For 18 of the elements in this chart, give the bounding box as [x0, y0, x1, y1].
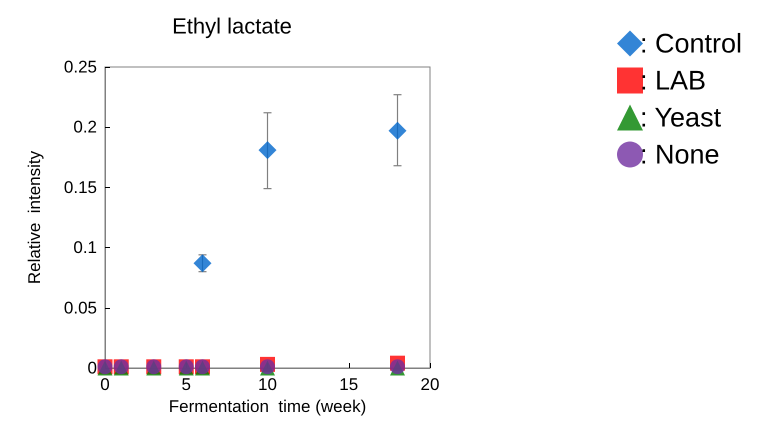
y-tick-label: 0.25 — [64, 58, 97, 76]
y-axis-title: Relative intensity — [25, 150, 44, 284]
y-tick-label: 0.2 — [73, 118, 97, 137]
x-tick-label: 15 — [339, 375, 358, 394]
x-axis-title: Fermentation time (week) — [168, 397, 366, 416]
x-tick-label: 5 — [182, 375, 191, 394]
legend-label: : LAB — [640, 66, 706, 96]
legend-label: : Yeast — [640, 102, 722, 132]
chart-title: Ethyl lactate — [172, 14, 292, 38]
legend-label: : None — [640, 140, 720, 170]
y-tick-label: 0.15 — [64, 178, 97, 197]
y-tick-label: 0.1 — [73, 238, 97, 258]
x-tick-label: 0 — [100, 375, 110, 394]
y-tick-label: 0 — [88, 358, 97, 378]
legend-label: : Control — [640, 28, 742, 58]
x-tick-label: 10 — [258, 375, 277, 394]
y-tick-label: 0.05 — [64, 298, 97, 318]
x-tick-label: 20 — [420, 375, 440, 394]
